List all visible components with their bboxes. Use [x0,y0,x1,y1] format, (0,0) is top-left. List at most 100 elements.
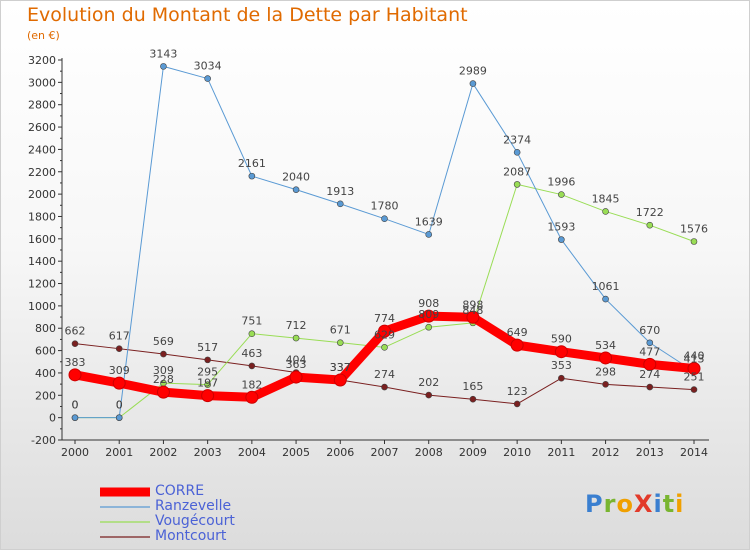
data-point-montcourt [602,381,609,388]
data-point-montcourt [71,340,79,347]
data-label-montcourt: 463 [241,347,262,360]
y-tick-label: 3000 [28,76,56,89]
data-label-corre: 534 [595,339,616,352]
data-label-vougecourt: 1845 [592,192,620,205]
data-point-corre [289,370,303,384]
data-point-montcourt [513,400,521,408]
data-label-corre: 477 [639,345,660,358]
y-tick-label: 2600 [28,121,56,134]
data-label-ranzevelle: 2040 [282,171,310,184]
data-label-vougecourt: 0 [116,399,123,412]
x-tick-label: 2005 [282,446,310,459]
data-point-montcourt [160,350,167,358]
data-label-ranzevelle: 2161 [238,157,266,170]
legend-swatch-montcourt [100,536,150,538]
data-label-montcourt: 298 [595,365,616,378]
legend-label-corre: CORRE [155,483,205,499]
data-point-corre [510,338,524,352]
data-point-ranzevelle [602,295,609,303]
data-label-corre: 774 [374,312,395,325]
data-point-corre [201,389,215,403]
data-label-corre: 908 [418,297,439,310]
x-tick-label: 2009 [459,446,487,459]
data-label-montcourt: 517 [197,341,218,354]
data-label-ranzevelle: 2374 [503,133,531,146]
data-point-vougecourt [602,208,609,215]
data-label-montcourt: 353 [551,359,572,372]
data-label-vougecourt: 1996 [547,176,575,189]
data-label-corre: 440 [684,349,705,362]
data-label-vougecourt: 295 [197,366,218,379]
data-point-corre [466,310,480,324]
x-tick-label: 2012 [592,446,620,459]
data-point-montcourt [381,383,388,391]
data-label-montcourt: 165 [462,380,483,393]
data-label-vougecourt: 809 [418,308,439,321]
data-label-montcourt: 569 [153,335,174,348]
data-point-montcourt [204,356,211,364]
data-label-corre: 363 [286,358,307,371]
data-point-ranzevelle [513,149,521,156]
data-label-corre: 590 [551,333,572,346]
data-point-ranzevelle [558,236,565,243]
data-label-ranzevelle: 1780 [371,200,399,213]
data-label-ranzevelle: 3034 [194,60,222,73]
data-label-corre: 337 [330,361,351,374]
legend-label-vougecourt: Vougécourt [155,513,235,529]
data-point-vougecourt [558,191,565,198]
data-point-ranzevelle [381,215,388,223]
data-label-vougecourt: 309 [153,364,174,377]
data-point-vougecourt [292,334,300,342]
data-label-montcourt: 274 [639,368,660,381]
data-point-vougecourt [513,181,521,188]
data-label-montcourt: 617 [109,330,130,343]
chart-title: Evolution du Montant de la Dette par Hab… [27,4,468,26]
data-label-corre: 383 [65,356,86,369]
data-point-ranzevelle [469,80,477,87]
data-point-vougecourt [646,221,654,229]
x-tick-label: 2013 [636,446,664,459]
data-label-montcourt: 202 [418,376,439,389]
data-label-montcourt: 274 [374,368,395,381]
data-point-corre [687,361,701,375]
legend-item-vougecourt: Vougécourt [100,514,235,529]
data-label-ranzevelle: 670 [639,324,660,337]
data-label-ranzevelle: 413 [684,352,705,365]
data-point-ranzevelle [425,231,433,238]
data-label-corre: 228 [153,373,174,386]
y-tick-label: 2200 [28,166,56,179]
data-point-vougecourt [425,323,433,331]
data-label-ranzevelle: 1061 [592,280,620,293]
x-tick-label: 2001 [105,446,133,459]
data-point-corre [643,357,657,371]
data-point-corre [68,368,82,382]
data-label-vougecourt: 2087 [503,165,531,178]
data-label-ranzevelle: 0 [116,399,123,412]
y-tick-label: 1200 [28,278,56,291]
data-label-ranzevelle: 0 [72,399,79,412]
legend-label-ranzevelle: Ranzevelle [155,498,232,514]
data-point-corre [422,309,436,323]
legend-swatch-vougecourt [100,521,150,523]
y-tick-label: 1800 [28,210,56,223]
y-tick-label: 2000 [28,188,56,201]
data-label-corre: 898 [462,298,483,311]
y-tick-label: 600 [35,345,56,358]
x-tick-label: 2008 [415,446,443,459]
x-tick-label: 2011 [547,446,575,459]
x-tick-label: 2010 [503,446,531,459]
data-point-corre [333,373,347,387]
x-tick-label: 2006 [326,446,354,459]
data-point-vougecourt [690,238,698,245]
data-point-ranzevelle [646,339,654,347]
data-label-corre: 182 [241,378,262,391]
proxiti-logo: ProXiti [585,490,685,518]
legend-label-montcourt: Montcourt [155,528,227,544]
data-label-vougecourt: 671 [330,324,351,337]
data-label-montcourt: 404 [286,353,307,366]
data-label-vougecourt: 712 [286,319,307,332]
data-label-corre: 309 [109,364,130,377]
legend-swatch-ranzevelle [100,506,150,508]
